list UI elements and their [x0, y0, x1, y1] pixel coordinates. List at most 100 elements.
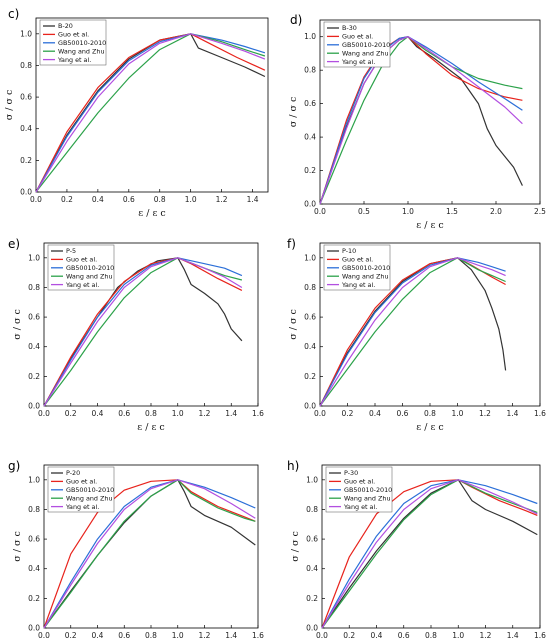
y-tick-label: 0.2 — [304, 166, 316, 175]
x-tick-label: 0.2 — [65, 409, 77, 418]
series-line — [321, 479, 538, 629]
x-tick-label: 1.4 — [225, 409, 237, 418]
x-tick-label: 0.8 — [145, 409, 157, 418]
x-tick-label: 0.8 — [145, 631, 157, 640]
panel-f: f) 0.0 0.2 0.4 0.6 0.8 1.0 1.2 1.4 1.6 0.0 0.2 0.4 0.… — [287, 237, 546, 433]
x-tick-label: 1.0 — [185, 195, 197, 204]
series-line — [43, 479, 256, 629]
x-tick-label: 0.4 — [371, 631, 383, 640]
x-tick-label: 0.2 — [61, 195, 73, 204]
y-tick-label: 0.2 — [306, 594, 318, 603]
x-axis-label: ε / ε c — [416, 422, 443, 433]
panel-label: d) — [290, 13, 302, 27]
y-axis-label: σ / σ c — [288, 309, 299, 340]
y-axis-label: σ / σ c — [12, 309, 23, 340]
x-tick-label: 0.2 — [343, 631, 355, 640]
y-tick-label: 0.4 — [20, 124, 32, 133]
y-tick-label: 0.6 — [28, 313, 40, 322]
y-tick-label: 1.0 — [28, 253, 40, 262]
plot-frame — [319, 19, 541, 205]
x-tick-label: 1.0 — [402, 207, 414, 216]
panel-g: g) 0.0 0.2 0.4 0.6 0.8 1.0 1.2 1.4 1.6 0.0 0.2 0.4 0.… — [8, 459, 264, 640]
x-tick-label: 0.4 — [92, 409, 104, 418]
x-tick-label: 0.0 — [38, 631, 50, 640]
series-line — [35, 33, 266, 193]
series-line — [321, 479, 538, 629]
y-tick-label: 0.0 — [304, 200, 316, 209]
x-tick-label: 1.2 — [479, 409, 491, 418]
x-tick-label: 0.6 — [398, 631, 410, 640]
y-tick-label: 0.0 — [304, 402, 316, 411]
x-tick-label: 0.8 — [424, 409, 436, 418]
legend-entry: Yang et al. — [341, 281, 375, 289]
x-tick-label: 1.0 — [452, 409, 464, 418]
x-tick-label: 0.4 — [369, 409, 381, 418]
x-tick-label: 0.5 — [358, 207, 370, 216]
x-tick-label: 0.0 — [30, 195, 42, 204]
x-tick-label: 0.2 — [342, 409, 354, 418]
y-tick-label: 0.6 — [304, 313, 316, 322]
x-tick-label: 1.6 — [534, 631, 546, 640]
x-tick-label: 0.6 — [118, 631, 130, 640]
y-tick-label: 0.4 — [28, 564, 40, 573]
x-tick-label: 0.4 — [92, 195, 104, 204]
y-tick-label: 0.0 — [28, 402, 40, 411]
y-tick-label: 0.4 — [304, 342, 316, 351]
x-tick-label: 0.0 — [38, 409, 50, 418]
legend-entry: Wang and Zhu — [66, 494, 113, 502]
series-line — [43, 257, 243, 407]
series-line — [35, 33, 266, 193]
y-tick-label: 0.8 — [28, 283, 40, 292]
series-line — [321, 479, 538, 629]
y-tick-label: 0.8 — [304, 283, 316, 292]
x-tick-label: 1.6 — [534, 409, 546, 418]
y-tick-label: 0.0 — [20, 188, 32, 197]
x-tick-label: 1.0 — [452, 631, 464, 640]
y-tick-label: 0.8 — [28, 505, 40, 514]
y-tick-label: 0.6 — [306, 535, 318, 544]
legend-entry: Yang et al. — [65, 503, 99, 511]
panel-e: e) 0.0 0.2 0.4 0.6 0.8 1.0 1.2 1.4 1.6 0.0 0.2 0.4 0.… — [8, 237, 264, 433]
y-tick-label: 0.8 — [304, 66, 316, 75]
y-axis-label: σ / σ c — [12, 531, 23, 562]
legend-entry: P-30 — [344, 469, 358, 477]
legend-entry: GB50010-2010 — [342, 41, 390, 49]
series-line — [319, 36, 523, 205]
y-tick-label: 0.8 — [20, 61, 32, 70]
x-tick-label: 1.0 — [172, 409, 184, 418]
legend-entry: B-30 — [342, 24, 357, 32]
y-tick-label: 0.8 — [306, 505, 318, 514]
y-axis-label: σ / σ c — [4, 90, 15, 121]
series-line — [35, 33, 266, 193]
legend-entry: GB50010-2010 — [66, 486, 114, 494]
x-tick-label: 1.2 — [216, 195, 228, 204]
y-tick-label: 0.2 — [28, 372, 40, 381]
x-tick-label: 0.6 — [118, 409, 130, 418]
x-tick-label: 1.4 — [247, 195, 259, 204]
legend-entry: Guo et al. — [344, 478, 375, 486]
x-tick-label: 1.4 — [507, 631, 519, 640]
x-axis-label: ε / ε c — [138, 208, 165, 219]
x-tick-label: 1.2 — [480, 631, 492, 640]
legend-entry: Yang et al. — [343, 503, 377, 511]
y-tick-label: 0.2 — [20, 156, 32, 165]
series-line — [43, 479, 256, 629]
legend-box — [47, 244, 115, 291]
legend-entry: Yang et al. — [341, 58, 375, 66]
x-tick-label: 0.2 — [65, 631, 77, 640]
y-tick-label: 1.0 — [304, 253, 316, 262]
legend-entry: Guo et al. — [66, 478, 97, 486]
panel-h: h) 0.0 0.2 0.4 0.6 0.8 1.0 1.2 1.4 1.6 0.0 0.2 0.4 0.… — [287, 459, 546, 640]
x-tick-label: 0.8 — [425, 631, 437, 640]
legend-entry: Guo et al. — [342, 256, 373, 264]
y-tick-label: 0.6 — [304, 99, 316, 108]
series-line — [43, 257, 243, 407]
x-tick-label: 1.2 — [199, 631, 211, 640]
legend-entry: Wang and Zhu — [342, 49, 389, 57]
panel-label: g) — [8, 459, 20, 473]
y-tick-label: 0.2 — [304, 372, 316, 381]
legend-entry: P-20 — [66, 469, 80, 477]
x-tick-label: 1.6 — [252, 409, 264, 418]
series-line — [43, 479, 256, 629]
legend-entry: Yang et al. — [65, 281, 99, 289]
